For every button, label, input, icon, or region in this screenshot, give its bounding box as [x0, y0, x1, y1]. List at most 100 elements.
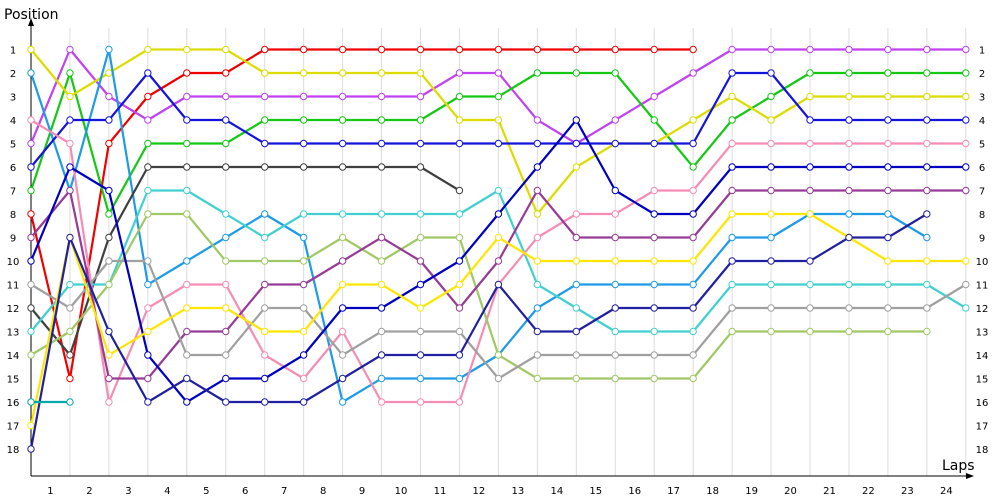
- data-point: [572, 116, 580, 124]
- data-point: [144, 351, 152, 359]
- data-point: [105, 233, 113, 242]
- data-point: [533, 280, 542, 289]
- data-point: [923, 304, 931, 312]
- series-line: [29, 48, 928, 404]
- data-point: [66, 374, 74, 383]
- data-point: [650, 327, 658, 336]
- data-point: [455, 351, 464, 359]
- data-point: [689, 327, 697, 336]
- data-point: [455, 45, 464, 54]
- x-tick-label: 12: [473, 486, 486, 497]
- x-tick-label: 23: [901, 486, 914, 497]
- data-point: [533, 163, 542, 171]
- data-point: [767, 186, 775, 195]
- data-point: [923, 280, 931, 289]
- data-point: [884, 233, 892, 242]
- data-point: [27, 304, 35, 312]
- data-point: [611, 210, 619, 218]
- data-point: [261, 304, 269, 312]
- data-point: [416, 374, 425, 383]
- y-tick-label-left: 4: [10, 116, 16, 127]
- data-point: [884, 186, 892, 195]
- data-point: [222, 233, 230, 242]
- data-point: [728, 92, 736, 101]
- series-14: [27, 210, 970, 430]
- data-point: [183, 139, 191, 148]
- data-point: [66, 139, 74, 148]
- data-point: [416, 210, 425, 218]
- data-point: [105, 280, 113, 289]
- data-point: [494, 92, 503, 101]
- data-point: [66, 92, 74, 101]
- data-point: [962, 163, 970, 171]
- data-point: [338, 233, 347, 242]
- data-point: [455, 374, 464, 383]
- data-point: [494, 351, 503, 359]
- data-point: [494, 69, 503, 77]
- data-point: [105, 327, 113, 336]
- data-point: [923, 163, 931, 171]
- data-point: [27, 210, 35, 218]
- data-point: [338, 304, 347, 312]
- x-tick-label: 7: [281, 486, 287, 497]
- data-point: [144, 163, 152, 171]
- data-point: [299, 116, 308, 124]
- series-12: [27, 257, 970, 383]
- data-point: [261, 233, 269, 242]
- data-point: [105, 139, 113, 148]
- data-point: [962, 257, 970, 265]
- y-tick-label-left: 13: [7, 328, 20, 339]
- data-point: [884, 280, 892, 289]
- data-point: [105, 92, 113, 101]
- data-point: [533, 233, 542, 242]
- data-point: [533, 186, 542, 195]
- y-tick-label-right: 6: [979, 163, 985, 174]
- data-point: [261, 92, 269, 101]
- data-point: [533, 351, 542, 359]
- y-tick-label-left: 17: [7, 422, 20, 433]
- y-tick-label-left: 9: [10, 234, 16, 245]
- data-point: [884, 139, 892, 148]
- data-point: [572, 163, 580, 171]
- series-1: [27, 45, 697, 383]
- y-tick-label-right: 16: [976, 398, 989, 409]
- data-point: [377, 304, 386, 312]
- data-point: [650, 280, 658, 289]
- x-tick-label: 19: [745, 486, 758, 497]
- y-tick-label-left: 6: [10, 163, 16, 174]
- data-point: [222, 257, 230, 265]
- data-point: [377, 116, 386, 124]
- data-point: [338, 398, 347, 406]
- data-point: [144, 69, 152, 77]
- data-point: [650, 92, 658, 101]
- series-6: [27, 69, 970, 171]
- data-point: [183, 45, 191, 54]
- x-tick-label: 10: [395, 486, 408, 497]
- y-tick-label-right: 1: [979, 46, 985, 57]
- data-point: [728, 186, 736, 195]
- data-point: [689, 116, 697, 124]
- data-point: [222, 304, 230, 312]
- data-point: [222, 116, 230, 124]
- data-point: [845, 163, 853, 171]
- data-point: [884, 116, 892, 124]
- data-point: [338, 280, 347, 289]
- data-point: [144, 45, 152, 54]
- data-point: [377, 351, 386, 359]
- data-point: [416, 233, 425, 242]
- data-point: [923, 186, 931, 195]
- data-point: [923, 45, 931, 54]
- data-point: [377, 398, 386, 406]
- data-point: [338, 210, 347, 218]
- data-point: [416, 304, 425, 312]
- grid: [69, 28, 967, 476]
- data-point: [455, 139, 464, 148]
- data-point: [27, 45, 35, 54]
- data-point: [494, 374, 503, 383]
- data-point: [962, 45, 970, 54]
- data-point: [144, 257, 152, 265]
- data-point: [222, 398, 230, 406]
- data-point: [66, 351, 74, 359]
- data-point: [650, 186, 658, 195]
- data-point: [144, 304, 152, 312]
